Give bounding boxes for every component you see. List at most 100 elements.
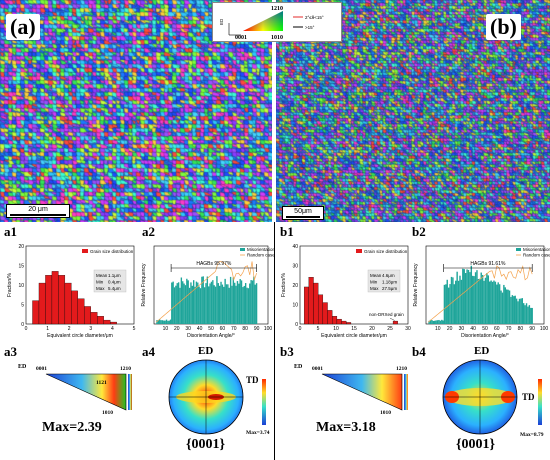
b2-bar bbox=[428, 320, 430, 324]
a2-bar bbox=[209, 283, 211, 324]
b2-x-tick: 30 bbox=[459, 326, 465, 332]
a2-bar bbox=[203, 287, 206, 324]
a2-bar bbox=[212, 280, 214, 324]
b2-bar bbox=[487, 275, 490, 324]
b2-bar bbox=[493, 280, 495, 324]
b2-bar bbox=[438, 319, 440, 324]
a2-bar bbox=[202, 276, 204, 324]
a2-x-tick: 90 bbox=[254, 326, 260, 332]
pole-b4-family: {0001} bbox=[456, 437, 496, 452]
b2-bar bbox=[457, 280, 460, 324]
a1-bar bbox=[103, 319, 111, 325]
a1-y-label: Fraction/% bbox=[7, 273, 13, 297]
a2-bar bbox=[250, 280, 252, 324]
b2-bar bbox=[470, 265, 473, 324]
a2-random-curve bbox=[156, 260, 257, 323]
b2-bar bbox=[431, 320, 433, 324]
a1-legend-text: Grain size distribution bbox=[90, 249, 134, 254]
b1-stat-label: Mean bbox=[370, 273, 382, 278]
b2-bar bbox=[490, 280, 492, 324]
a2-bar bbox=[156, 320, 158, 324]
b2-x-tick: 90 bbox=[529, 326, 535, 332]
a2-x-tick: 60 bbox=[220, 326, 226, 332]
b2-bar bbox=[455, 280, 457, 324]
a2-bar bbox=[218, 285, 221, 324]
b2-bar bbox=[472, 275, 474, 324]
b2-bar bbox=[473, 276, 475, 324]
pole-b4-ed: ED bbox=[474, 345, 490, 357]
pole-a4-colorbar bbox=[262, 379, 266, 425]
a2-bar bbox=[198, 286, 200, 324]
b2-bar bbox=[486, 273, 488, 324]
a2-y-label: Relative Frequency bbox=[141, 263, 147, 307]
b1-bar bbox=[313, 282, 319, 325]
a2-bar bbox=[242, 287, 244, 324]
a2-x-tick: 50 bbox=[208, 326, 214, 332]
a1-x-tick: 4 bbox=[111, 326, 114, 332]
ipf-b3-ed: ED bbox=[294, 364, 303, 370]
a1-y-tick: 5 bbox=[21, 303, 24, 309]
b2-bar bbox=[511, 295, 514, 324]
b2-x-label: Disorientation Angle/° bbox=[461, 333, 509, 339]
ipf-b3-colorbar bbox=[404, 374, 408, 410]
a1-stat-label: Max bbox=[96, 286, 105, 291]
a2-bar bbox=[201, 276, 203, 324]
b2-bar bbox=[500, 290, 502, 324]
b2-x-tick: 60 bbox=[494, 326, 500, 332]
ipf-b3-0001: 0001 bbox=[312, 366, 323, 372]
a1-legend-swatch bbox=[82, 249, 88, 253]
b2-bar bbox=[508, 290, 511, 324]
a2-legend-text-1: Misorientation bbox=[247, 247, 274, 252]
map-divider bbox=[272, 0, 276, 222]
b2-bar bbox=[450, 276, 453, 324]
a2-bar bbox=[199, 288, 202, 324]
b1-legend-swatch bbox=[356, 249, 362, 253]
pole-a4-max: Max=3.74 bbox=[246, 430, 270, 436]
b2-legend-text-2: Random case bbox=[523, 253, 550, 258]
ipf-a3-triangle bbox=[45, 373, 127, 411]
ipf-a3-ed: ED bbox=[18, 364, 27, 370]
ipf-a3-1121: 1121 bbox=[96, 380, 107, 386]
a2-bar bbox=[157, 320, 160, 324]
a2-bar bbox=[195, 281, 198, 324]
a1-bar bbox=[51, 271, 59, 325]
b2-bar bbox=[518, 298, 521, 324]
a2-bar bbox=[225, 284, 228, 324]
a2-bar bbox=[216, 276, 218, 324]
a2-bar bbox=[217, 283, 219, 324]
a2-bar bbox=[232, 277, 235, 324]
a2-bar bbox=[253, 276, 255, 324]
legend-high-angle: >15° bbox=[305, 25, 315, 30]
ipf-b3-triangle bbox=[321, 373, 403, 411]
a2-bar bbox=[255, 283, 258, 324]
b2-x-tick: 40 bbox=[470, 326, 476, 332]
b2-bar bbox=[447, 287, 450, 324]
pole-a4-td: TD bbox=[246, 375, 259, 385]
b2-bar bbox=[521, 298, 523, 324]
b2-bar bbox=[483, 280, 485, 324]
map-label-b: (b) bbox=[486, 14, 521, 40]
a2-bar bbox=[249, 283, 251, 324]
a2-legend-text-2: Random case bbox=[247, 253, 274, 258]
a2-bar bbox=[240, 280, 243, 324]
chart-b2: 10 20 30 40 50 60 70 80 90 100 Disorientation Angl… bbox=[413, 245, 550, 339]
b2-x-tick: 70 bbox=[506, 326, 512, 332]
b1-bar bbox=[392, 320, 398, 325]
a2-bar bbox=[171, 282, 173, 324]
b2-x-tick: 10 bbox=[435, 326, 441, 332]
b1-stats-box bbox=[367, 269, 401, 293]
color-key-1210: 1210 bbox=[271, 6, 283, 12]
a2-bar bbox=[188, 287, 191, 324]
b2-legend-swatch-1 bbox=[516, 248, 521, 251]
a2-bar bbox=[179, 287, 181, 324]
b1-bar bbox=[327, 310, 333, 325]
b2-bar bbox=[503, 284, 505, 324]
a1-bar bbox=[84, 306, 91, 325]
a2-bar bbox=[183, 283, 185, 324]
b1-y-tick: 30 bbox=[292, 264, 298, 270]
b2-bar bbox=[510, 296, 512, 324]
b2-hagb-text: HAGBs 91.61% bbox=[470, 261, 506, 267]
a2-bar bbox=[194, 286, 196, 324]
b2-y-label: Relative Frequency bbox=[413, 263, 419, 307]
a2-bar bbox=[182, 281, 184, 324]
